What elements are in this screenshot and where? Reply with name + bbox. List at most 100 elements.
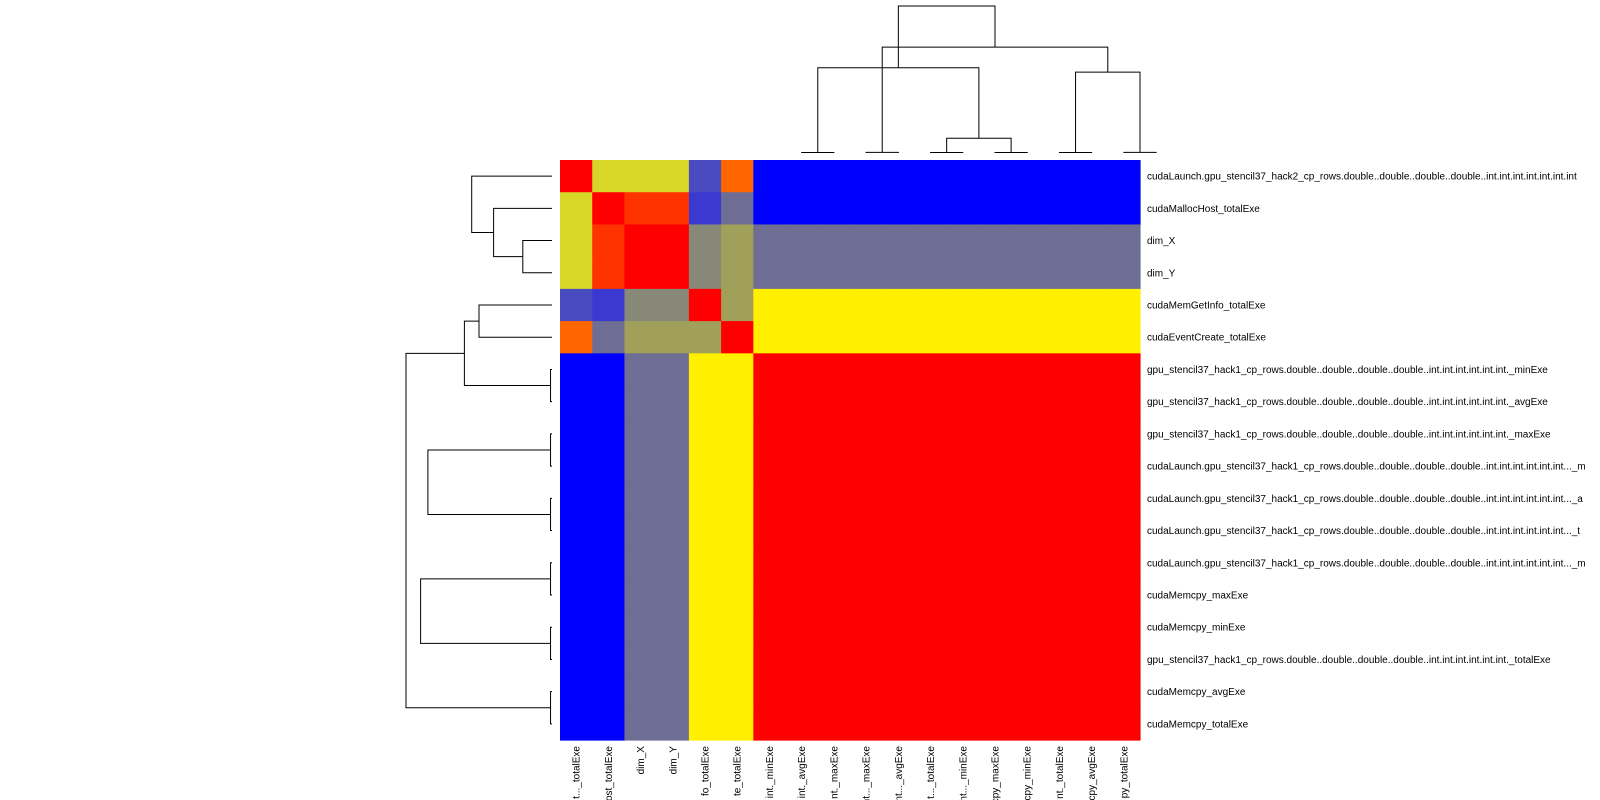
heatmap-cell [1075, 256, 1109, 290]
heatmap-cell [817, 288, 851, 322]
dendrogram-branch [427, 449, 551, 515]
heatmap-cell [624, 707, 658, 741]
heatmap-cell [978, 578, 1012, 612]
heatmap-cell [1043, 707, 1077, 741]
heatmap-cell [592, 707, 626, 741]
heatmap-cell [946, 482, 980, 516]
heatmap-cell [592, 417, 626, 451]
heatmap-cell [882, 288, 916, 322]
heatmap-cell [882, 514, 916, 548]
heatmap-cell [1107, 482, 1141, 516]
heatmap-cell [560, 256, 593, 290]
heatmap-cell [721, 546, 754, 580]
heatmap-cell [721, 611, 754, 644]
heatmap-cell [688, 256, 722, 290]
heatmap-cell [1011, 643, 1044, 677]
heatmap-cell [624, 385, 658, 419]
column-label: nt..._avgExe [894, 746, 905, 800]
heatmap-cell [1011, 353, 1044, 387]
heatmap-cell [946, 321, 980, 354]
heatmap-cell [914, 256, 948, 290]
heatmap-cell [753, 321, 787, 354]
heatmap-cell [882, 192, 916, 226]
dendrogram-branch [1075, 71, 1141, 153]
heatmap-cell [656, 160, 690, 193]
heatmap-cell [882, 675, 916, 709]
heatmap-cell [688, 450, 722, 483]
dendrogram-branch [420, 578, 551, 644]
column-label: cpy_avgExe [1087, 746, 1098, 800]
column-label: cpy_maxExe [991, 746, 1002, 800]
heatmap-cell [656, 578, 690, 612]
heatmap-cell [785, 450, 819, 483]
dendrogram-branch [478, 304, 552, 338]
heatmap-cell [978, 675, 1012, 709]
dendrogram-branch [522, 240, 552, 274]
heatmap-cell [753, 482, 787, 516]
heatmap-cell [785, 578, 819, 612]
heatmap-cell [1011, 514, 1044, 548]
heatmap-cell [560, 417, 593, 451]
heatmap-cell [624, 321, 658, 354]
heatmap-cell [785, 546, 819, 580]
heatmap-cell [656, 546, 690, 580]
heatmap-cell [785, 256, 819, 290]
row-label: cudaMemcpy_minExe [1147, 623, 1246, 634]
heatmap-cell [560, 707, 593, 741]
heatmap-cell [1043, 192, 1077, 226]
heatmap-cell [914, 192, 948, 226]
heatmap-cell [850, 288, 883, 322]
heatmap-cell [560, 224, 593, 258]
heatmap-cell [882, 385, 916, 419]
row-label: cudaMemcpy_maxExe [1147, 591, 1249, 602]
heatmap-cell [882, 450, 916, 483]
heatmap-cell [592, 256, 626, 290]
heatmap-cell [1011, 160, 1044, 193]
column-labels: t..._totalExe ost_totalExe dim_X dim_Y fo_to… [572, 746, 1131, 800]
row-labels: cudaLaunch.gpu_stencil37_hack2_cp_rows.d… [1147, 172, 1586, 731]
heatmap-cell [592, 385, 626, 419]
heatmap-cell [817, 675, 851, 709]
column-label: t..._totalExe [926, 746, 937, 799]
row-label: dim_Y [1147, 268, 1176, 279]
heatmap-cell [817, 450, 851, 483]
column-label: ost_totalExe [604, 746, 615, 800]
heatmap-cell [817, 417, 851, 451]
heatmap-cell [656, 675, 690, 709]
row-label: gpu_stencil37_hack1_cp_rows.double..doub… [1147, 397, 1548, 408]
heatmap-cell [592, 675, 626, 709]
heatmap-cell [946, 450, 980, 483]
heatmap-cell [624, 192, 658, 226]
heatmap-cell [753, 353, 787, 387]
heatmap-cell [753, 514, 787, 548]
row-label: gpu_stencil37_hack1_cp_rows.double..doub… [1147, 429, 1551, 440]
heatmap-cell [946, 192, 980, 226]
heatmap-cell [1011, 256, 1044, 290]
heatmap-cell [1107, 546, 1141, 580]
heatmap-cell [560, 514, 593, 548]
heatmap-cell [721, 514, 754, 548]
heatmap-cell [882, 482, 916, 516]
heatmap-cell [753, 450, 787, 483]
heatmap-cell [914, 611, 948, 644]
heatmap-cell [753, 256, 787, 290]
heatmap-cell [1043, 288, 1077, 322]
heatmap-cell [1075, 578, 1109, 612]
heatmap-cell [1107, 321, 1141, 354]
heatmap-cell [656, 321, 690, 354]
heatmap-cell [978, 288, 1012, 322]
heatmap-cell [914, 417, 948, 451]
heatmap-cell [1075, 160, 1109, 193]
heatmap-cell [785, 288, 819, 322]
heatmap-cell [1011, 224, 1044, 258]
row-label: cudaLaunch.gpu_stencil37_hack1_cp_rows.d… [1147, 558, 1586, 569]
heatmap-cell [592, 288, 626, 322]
heatmap-cell [914, 482, 948, 516]
heatmap-cell [624, 450, 658, 483]
heatmap-cell [1043, 224, 1077, 258]
heatmap-cell [850, 256, 883, 290]
heatmap-cell [656, 611, 690, 644]
dendrogram-branch [463, 320, 551, 387]
heatmap-cell [914, 643, 948, 677]
heatmap-cell [785, 224, 819, 258]
